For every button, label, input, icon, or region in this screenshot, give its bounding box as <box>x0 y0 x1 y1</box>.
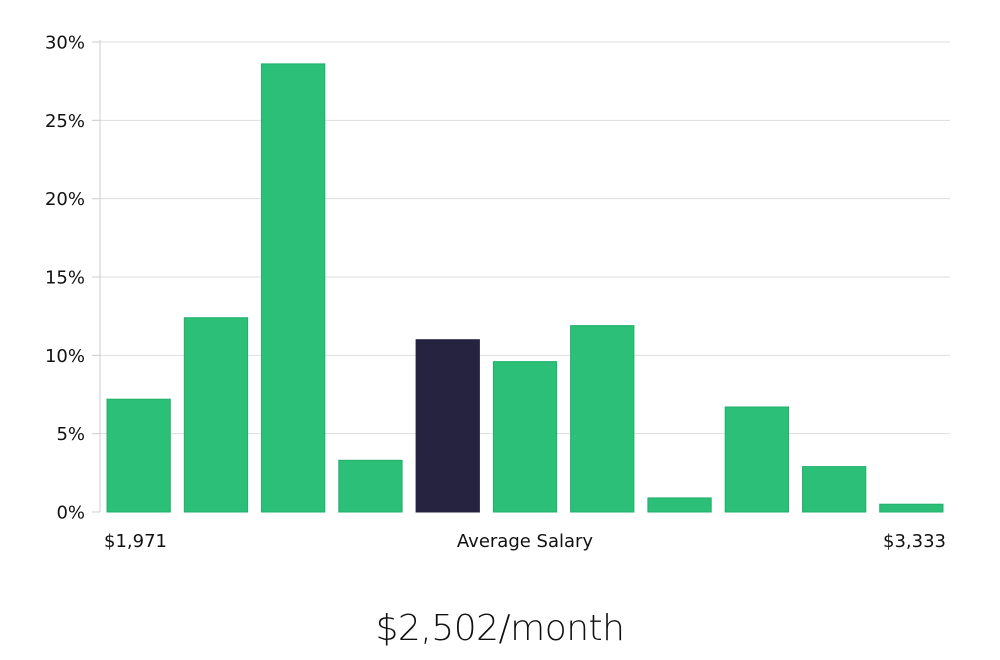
y-tick-label: 15% <box>45 268 85 289</box>
y-tick-label: 25% <box>45 111 85 132</box>
bar <box>647 497 712 513</box>
y-tick-label: 0% <box>56 503 85 524</box>
salary-histogram-chart: 0% 5% 10% 15% 20% 25% 30% $1,971 Average Salar… <box>45 33 950 552</box>
y-tick-label: 10% <box>45 346 85 367</box>
bar <box>879 503 944 513</box>
bar <box>802 466 867 513</box>
average-salary-value: $2,502/month <box>375 608 625 649</box>
x-label-max: $3,333 <box>883 531 946 552</box>
bar <box>183 317 249 513</box>
bar <box>261 63 326 513</box>
x-label-min: $1,971 <box>104 531 167 552</box>
bar <box>724 406 790 513</box>
x-label-average: Average Salary <box>457 531 594 552</box>
bar <box>570 325 635 513</box>
bar <box>492 361 558 513</box>
y-tick-label: 30% <box>45 33 85 54</box>
bar <box>106 398 171 513</box>
y-tick-label: 20% <box>45 189 85 210</box>
x-axis-labels: $1,971 Average Salary $3,333 <box>104 531 946 552</box>
y-tick-label: 5% <box>56 424 85 445</box>
bars <box>106 63 944 513</box>
bar-average <box>415 339 480 513</box>
y-axis: 0% 5% 10% 15% 20% 25% 30% <box>45 33 101 524</box>
bar <box>338 459 403 513</box>
